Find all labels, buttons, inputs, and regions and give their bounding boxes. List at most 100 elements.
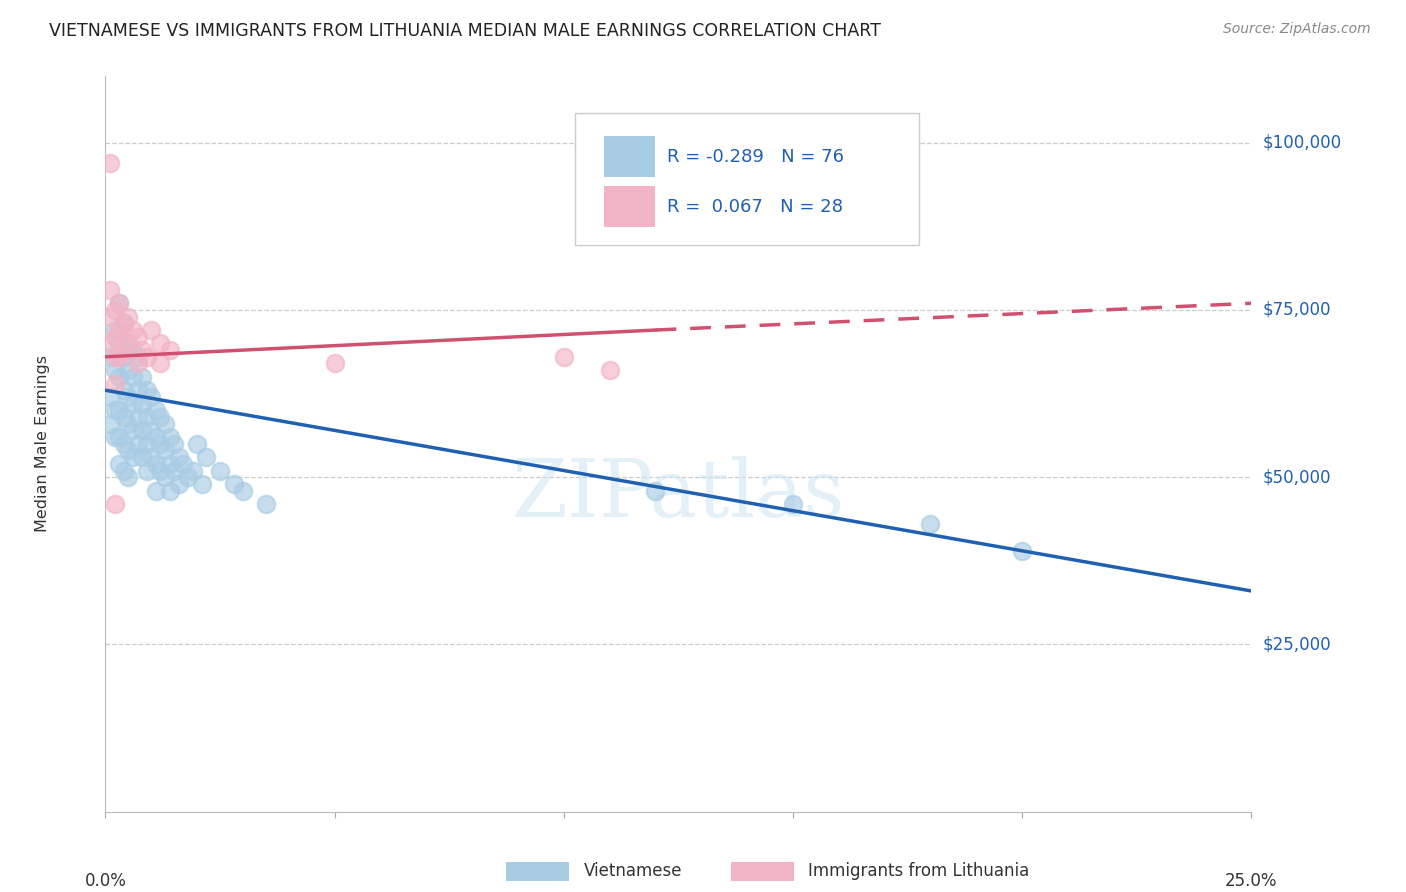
Point (254, 497, 277, 511)
Point (135, 350, 157, 364)
Point (141, 424, 163, 438)
Point (644, 483, 666, 498)
Point (131, 343, 153, 357)
Point (163, 464, 186, 478)
Point (98, 336, 121, 351)
Text: $75,000: $75,000 (1263, 301, 1331, 319)
Point (98, 155, 121, 169)
Point (108, 296, 131, 310)
Point (122, 396, 145, 410)
Point (232, 483, 254, 498)
Point (127, 436, 149, 450)
Point (159, 483, 181, 498)
Text: Vietnamese: Vietnamese (583, 863, 682, 880)
Point (167, 476, 190, 491)
Point (117, 390, 139, 404)
Point (599, 363, 621, 377)
Point (104, 363, 127, 377)
Point (127, 350, 149, 364)
Text: Source: ZipAtlas.com: Source: ZipAtlas.com (1223, 22, 1371, 37)
FancyBboxPatch shape (575, 112, 920, 245)
Point (172, 457, 194, 471)
Point (195, 450, 218, 464)
Text: 25.0%: 25.0% (1225, 872, 1278, 890)
Text: $100,000: $100,000 (1263, 134, 1341, 152)
Point (112, 384, 135, 398)
Point (127, 356, 149, 371)
Point (122, 369, 145, 384)
Point (186, 436, 208, 450)
Point (149, 336, 172, 351)
Point (117, 443, 139, 458)
Point (135, 436, 157, 450)
Point (190, 476, 212, 491)
Point (108, 323, 131, 337)
Point (145, 457, 167, 471)
Point (149, 464, 172, 478)
Point (153, 470, 176, 484)
Point (1011, 543, 1033, 558)
Point (163, 436, 186, 450)
Point (108, 296, 131, 310)
Point (122, 424, 145, 438)
Point (117, 363, 139, 377)
Point (135, 384, 157, 398)
Point (159, 430, 181, 444)
Point (108, 350, 131, 364)
Point (108, 430, 131, 444)
Point (159, 343, 181, 357)
Point (177, 470, 200, 484)
Point (104, 330, 127, 344)
Point (104, 376, 127, 391)
Text: Immigrants from Lithuania: Immigrants from Lithuania (808, 863, 1029, 880)
Point (131, 450, 153, 464)
Point (108, 457, 131, 471)
Point (153, 443, 176, 458)
Point (98, 283, 121, 297)
Point (108, 336, 131, 351)
Point (112, 436, 135, 450)
Point (145, 430, 167, 444)
Text: $25,000: $25,000 (1263, 635, 1331, 654)
Point (141, 450, 163, 464)
Point (98, 417, 121, 431)
Point (117, 336, 139, 351)
Text: 0.0%: 0.0% (84, 872, 127, 890)
Point (127, 410, 149, 425)
Point (323, 356, 346, 371)
Point (131, 396, 153, 410)
Point (167, 450, 190, 464)
Text: ZIPatlas: ZIPatlas (512, 457, 845, 534)
Point (104, 430, 127, 444)
Point (782, 497, 804, 511)
Point (181, 464, 204, 478)
Point (104, 403, 127, 417)
Point (208, 464, 231, 478)
Text: R =  0.067   N = 28: R = 0.067 N = 28 (666, 198, 844, 216)
Point (149, 356, 172, 371)
Point (117, 310, 139, 324)
Point (98, 350, 121, 364)
Point (104, 350, 127, 364)
Point (149, 410, 172, 425)
Point (131, 424, 153, 438)
Point (112, 350, 135, 364)
Point (117, 470, 139, 484)
Point (149, 436, 172, 450)
Point (127, 384, 149, 398)
Point (141, 390, 163, 404)
FancyBboxPatch shape (605, 136, 655, 177)
Point (153, 417, 176, 431)
Point (104, 497, 127, 511)
Point (135, 464, 157, 478)
Point (112, 316, 135, 330)
Point (104, 323, 127, 337)
Point (141, 323, 163, 337)
Point (222, 476, 245, 491)
Text: R = -0.289   N = 76: R = -0.289 N = 76 (666, 148, 844, 166)
Point (122, 450, 145, 464)
Point (127, 330, 149, 344)
Point (112, 464, 135, 478)
Point (112, 343, 135, 357)
Point (117, 336, 139, 351)
